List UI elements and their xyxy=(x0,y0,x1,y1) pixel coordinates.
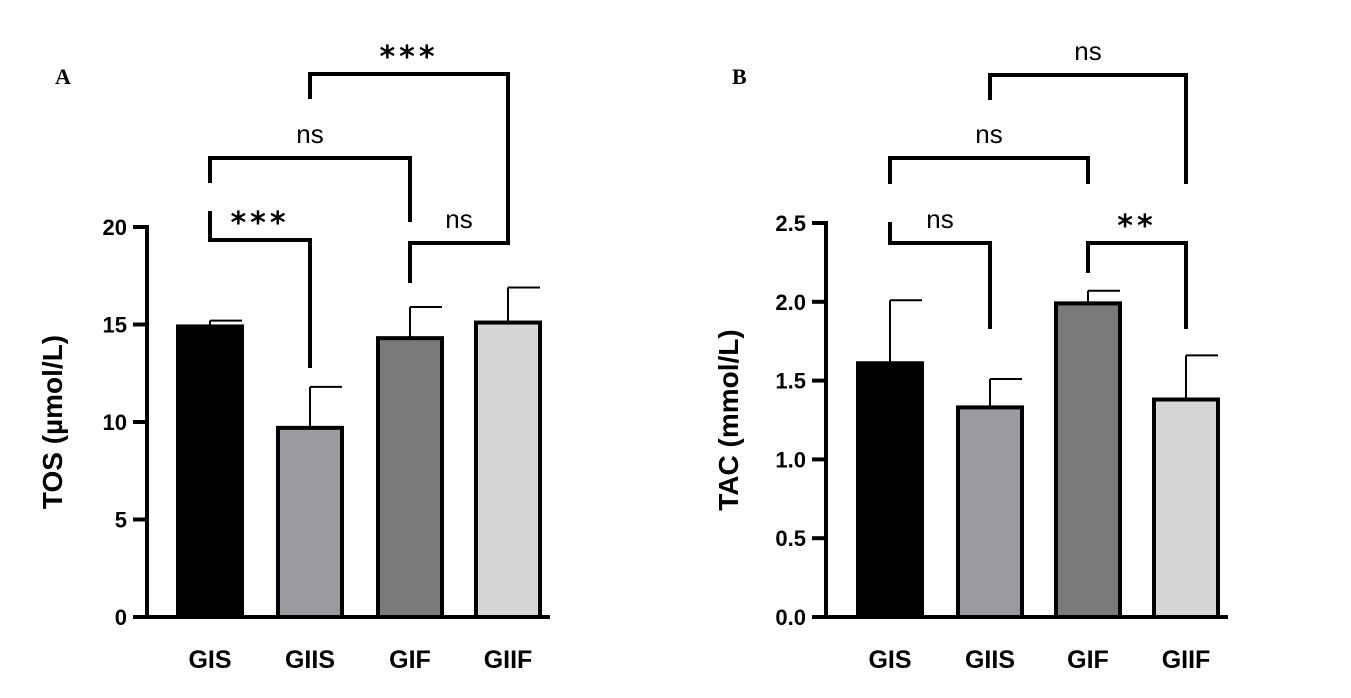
bar-giis xyxy=(276,425,344,619)
x-category-label: GIF xyxy=(1067,646,1109,674)
y-axis-title: TAC (mmol/L) xyxy=(713,329,744,510)
significance-label: ns xyxy=(975,119,1002,149)
x-category-label: GIIF xyxy=(1162,646,1211,674)
y-axis-title: TOS (µmol/L) xyxy=(37,335,68,509)
y-tick-label: 1.0 xyxy=(775,447,806,472)
significance-label: *** xyxy=(230,206,289,241)
significance-bracket xyxy=(888,156,1090,184)
x-category-label: GIS xyxy=(868,646,911,674)
bar-giis xyxy=(956,405,1024,619)
significance-bracket xyxy=(888,222,992,329)
bar-gis xyxy=(856,361,924,619)
significance-bracket xyxy=(408,222,510,283)
panel-letter: B xyxy=(732,64,747,89)
y-tick-label: 20 xyxy=(103,215,127,240)
significance-bracket xyxy=(1086,241,1188,329)
y-tick-label: 2.0 xyxy=(775,290,806,315)
significance-label: ns xyxy=(445,204,472,234)
bar-giif xyxy=(1152,397,1220,619)
bar-gis xyxy=(176,324,244,619)
panel-b: B 0.0 0.5 1.0 1.5 2.0 2.5 TAC (mmol/L) GIS GIIS GI… xyxy=(713,36,1228,674)
x-category-label: GIIS xyxy=(965,646,1015,674)
bar-gif xyxy=(1054,301,1122,619)
y-tick-label: 2.5 xyxy=(775,211,806,236)
significance-label: ns xyxy=(296,119,323,149)
y-tick-label: 0 xyxy=(115,605,127,630)
y-tick-label: 15 xyxy=(103,313,127,338)
x-category-label: GIF xyxy=(389,646,431,674)
x-category-label: GIIF xyxy=(484,646,533,674)
y-tick-label: 0.0 xyxy=(775,605,806,630)
x-category-label: GIIS xyxy=(285,646,335,674)
panel-a: A 0 5 10 15 20 TOS (µmol/L) GIS GIIS GIF GIIF *** ns… xyxy=(37,40,550,674)
y-tick-label: 10 xyxy=(103,410,127,435)
significance-label: *** xyxy=(379,40,438,75)
y-tick-label: 1.5 xyxy=(775,369,806,394)
significance-label: ns xyxy=(1074,36,1101,66)
x-category-label: GIS xyxy=(188,646,231,674)
bar-gif xyxy=(376,336,444,619)
significance-bracket xyxy=(988,73,1188,184)
significance-bracket xyxy=(208,156,412,222)
significance-bracket xyxy=(308,72,510,222)
y-tick-label: 5 xyxy=(115,508,127,533)
significance-label: ** xyxy=(1117,209,1156,244)
significance-label: ns xyxy=(926,204,953,234)
significance-bracket xyxy=(208,211,312,368)
panel-letter: A xyxy=(55,64,71,89)
bar-giif xyxy=(474,320,542,619)
y-tick-label: 0.5 xyxy=(775,526,806,551)
